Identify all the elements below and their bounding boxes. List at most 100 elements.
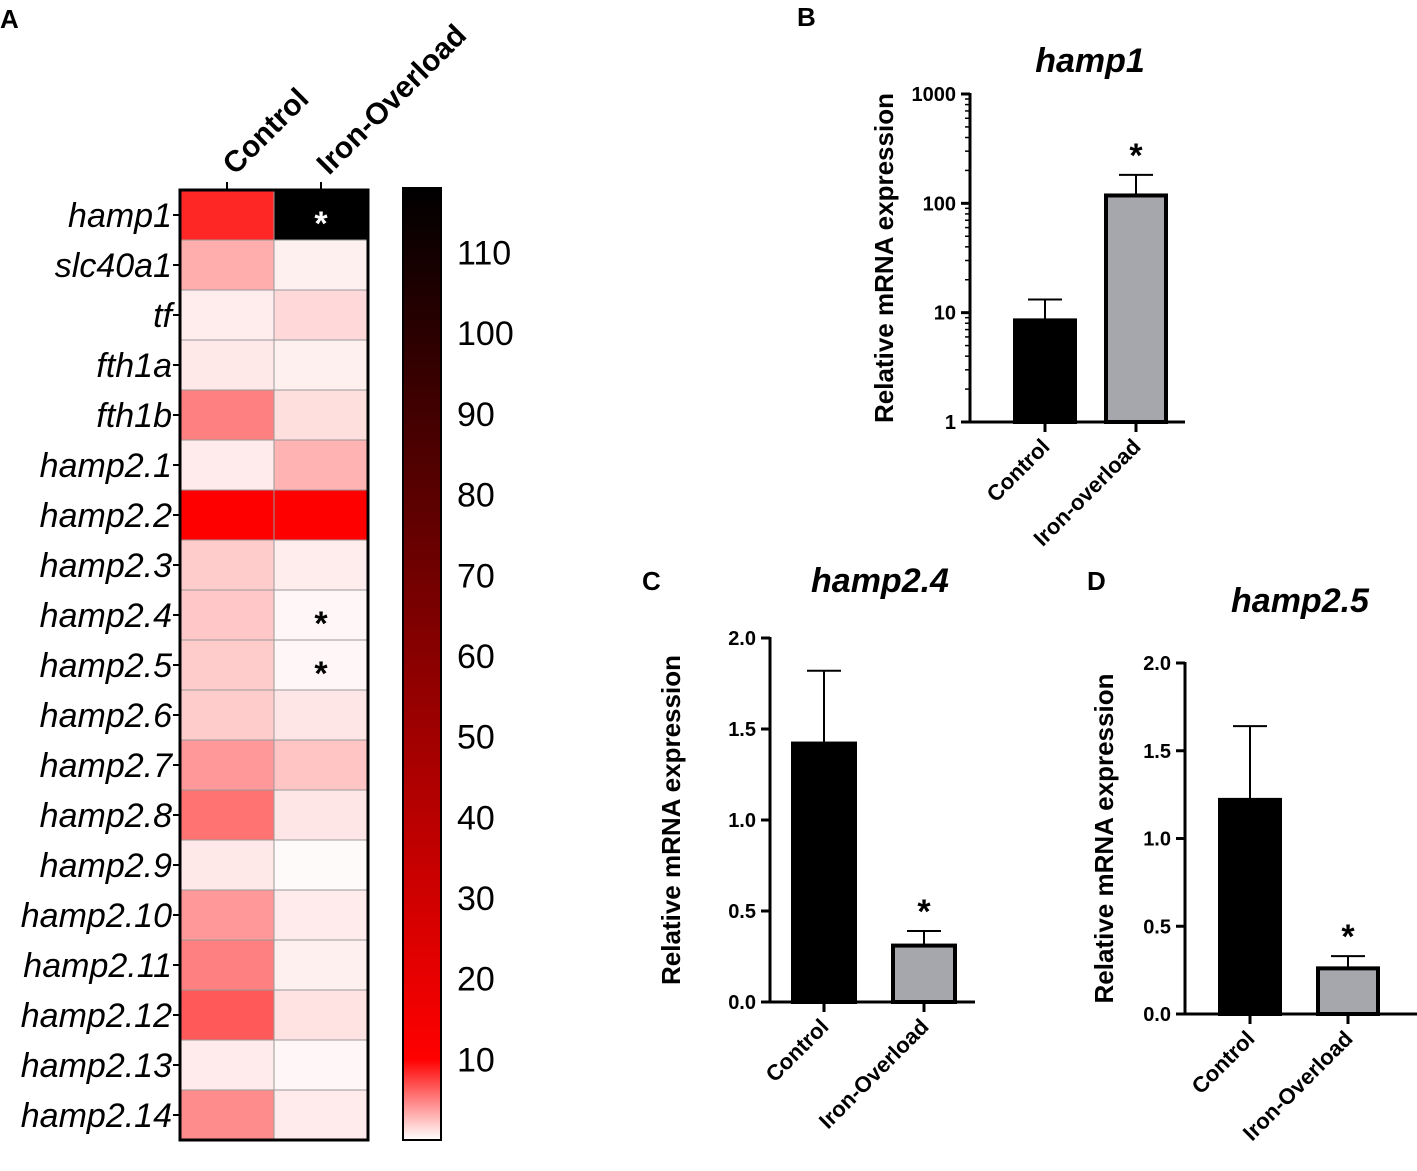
chart-title: hamp2.4 bbox=[811, 562, 949, 600]
colorbar-tick-label: 30 bbox=[457, 880, 495, 918]
y-tick-label: 2.0 bbox=[1143, 653, 1171, 675]
heatmap-row-label: hamp2.9 bbox=[40, 847, 172, 885]
heatmap-cell-hamp2-13-iron-overload bbox=[273, 1039, 369, 1091]
y-axis-label: Relative mRNA expression bbox=[1089, 674, 1119, 1004]
heatmap-cell-hamp2-3-iron-overload bbox=[273, 539, 369, 591]
significance-marker: * bbox=[1129, 137, 1143, 175]
y-tick-label: 0.5 bbox=[728, 901, 756, 923]
bar-control bbox=[1013, 318, 1077, 425]
panel-label-c: C bbox=[642, 566, 661, 596]
heatmap-row-label: hamp2.11 bbox=[23, 947, 172, 985]
heatmap-row-label: hamp2.12 bbox=[21, 997, 172, 1035]
colorbar-tick-label: 20 bbox=[457, 961, 495, 999]
heatmap-cell-hamp2-9-control bbox=[179, 839, 275, 891]
heatmap-cell-hamp2-12-control bbox=[179, 989, 275, 1041]
heatmap-cell-fth1a-iron-overload bbox=[273, 339, 369, 391]
heatmap-cell-hamp2-7-control bbox=[179, 739, 275, 791]
heatmap-cell-hamp2-8-control bbox=[179, 789, 275, 841]
heatmap-column-label: Iron-Overload bbox=[311, 19, 473, 181]
heatmap-row-label: fth1b bbox=[96, 397, 172, 435]
significance-marker: * bbox=[917, 893, 931, 931]
significance-marker: * bbox=[314, 205, 328, 243]
y-tick-label: 0.5 bbox=[1143, 916, 1171, 938]
bar-chart-panel-b: hamp1 Relative mRNA expression 1 10 100 1000 C… bbox=[869, 42, 1185, 551]
bar-iron-overload bbox=[891, 943, 957, 1005]
heatmap-cell-hamp2-5-iron-overload bbox=[273, 639, 369, 691]
y-tick-label: 1.0 bbox=[1143, 829, 1171, 851]
heatmap-cell-hamp2-2-iron-overload bbox=[273, 489, 369, 541]
chart-title: hamp1 bbox=[1035, 42, 1145, 80]
heatmap-cell-fth1b-control bbox=[179, 389, 275, 441]
heatmap-row-label: hamp2.1 bbox=[40, 447, 172, 485]
heatmap-cell-hamp2-14-control bbox=[179, 1089, 275, 1141]
x-category-label: Control bbox=[982, 434, 1055, 507]
colorbar-tick-label: 10 bbox=[457, 1041, 495, 1079]
heatmap-cell-hamp2-11-control bbox=[179, 939, 275, 991]
heatmap-colorbar: 110 100 90 80 70 60 50 40 30 20 10 bbox=[402, 187, 514, 1141]
heatmap-row-label: hamp2.13 bbox=[21, 1047, 172, 1085]
y-tick-label: 2.0 bbox=[728, 628, 756, 650]
bar-iron-overload bbox=[1104, 193, 1168, 424]
heatmap-row-label: hamp2.4 bbox=[40, 597, 172, 635]
heatmap-cell-fth1b-iron-overload bbox=[273, 389, 369, 441]
heatmap-cell-hamp2-4-iron-overload bbox=[273, 589, 369, 641]
colorbar-tick-label: 100 bbox=[457, 315, 514, 353]
heatmap-cell-hamp2-8-iron-overload bbox=[273, 789, 369, 841]
colorbar-tick-label: 50 bbox=[457, 719, 495, 757]
bar-iron-overload bbox=[1316, 966, 1380, 1016]
heatmap-cell-hamp2-9-iron-overload bbox=[273, 839, 369, 891]
heatmap-cell-hamp2-2-control bbox=[179, 489, 275, 541]
y-tick-label: 100 bbox=[923, 193, 956, 215]
panel-label-b: B bbox=[797, 2, 816, 32]
bar-control bbox=[791, 741, 857, 1004]
heatmap-cell-tf-iron-overload bbox=[273, 289, 369, 341]
bar-chart-panel-c: hamp2.4 Relative mRNA expression 0.0 0.5 1.0… bbox=[656, 562, 975, 1134]
heatmap-cell-fth1a-control bbox=[179, 339, 275, 391]
y-tick-label: 1000 bbox=[912, 84, 957, 106]
y-tick-label: 10 bbox=[934, 303, 956, 325]
heatmap-row-label: hamp2.6 bbox=[40, 697, 172, 735]
heatmap-cell-hamp2-1-iron-overload bbox=[273, 439, 369, 491]
colorbar-bar bbox=[402, 187, 442, 1141]
heatmap-cell-hamp2-1-control bbox=[179, 439, 275, 491]
heatmap-cell-hamp2-6-control bbox=[179, 689, 275, 741]
y-axis-label: Relative mRNA expression bbox=[656, 655, 686, 985]
x-category-label: Control bbox=[1187, 1026, 1260, 1099]
heatmap-row-label: tf bbox=[153, 297, 175, 335]
heatmap-row-label: hamp2.5 bbox=[40, 647, 172, 685]
y-tick-label: 1 bbox=[945, 412, 956, 434]
heatmap-cell-slc40a1-control bbox=[179, 239, 275, 291]
heatmap-cell-hamp1-control bbox=[179, 189, 275, 241]
heatmap-cell-hamp2-5-control bbox=[179, 639, 275, 691]
heatmap-row-label: hamp2.7 bbox=[40, 747, 173, 785]
heatmap-row-label: hamp2.10 bbox=[21, 897, 172, 935]
y-tick-label: 1.5 bbox=[1143, 741, 1171, 763]
y-tick-label: 1.0 bbox=[728, 810, 756, 832]
y-tick-label: 0.0 bbox=[1143, 1004, 1171, 1026]
heatmap-cell-hamp2-10-iron-overload bbox=[273, 889, 369, 941]
heatmap-border bbox=[178, 188, 370, 1142]
heatmap-cell-hamp2-7-iron-overload bbox=[273, 739, 369, 791]
heatmap-cell-hamp2-6-iron-overload bbox=[273, 689, 369, 741]
heatmap-cell-tf-control bbox=[179, 289, 275, 341]
heatmap-cell-hamp2-4-control bbox=[179, 589, 275, 641]
y-tick-label: 0.0 bbox=[728, 992, 756, 1014]
panel-label-a: A bbox=[0, 4, 19, 34]
x-category-label: Control bbox=[761, 1014, 834, 1087]
panel-label-d: D bbox=[1087, 566, 1106, 596]
y-tick-label: 1.5 bbox=[728, 719, 756, 741]
colorbar-tick-label: 60 bbox=[457, 638, 495, 676]
significance-marker: * bbox=[314, 605, 328, 643]
heatmap-cell-hamp2-3-control bbox=[179, 539, 275, 591]
significance-marker: * bbox=[314, 655, 328, 693]
heatmap-row-label: hamp2.2 bbox=[40, 497, 172, 535]
heatmap-cell-hamp2-14-iron-overload bbox=[273, 1089, 369, 1141]
colorbar-tick-label: 70 bbox=[457, 557, 495, 595]
colorbar-tick-label: 110 bbox=[457, 235, 511, 273]
colorbar-tick-label: 40 bbox=[457, 799, 495, 837]
heatmap-cell-hamp2-12-iron-overload bbox=[273, 989, 369, 1041]
significance-marker: * bbox=[1341, 918, 1355, 956]
colorbar-tick-label: 80 bbox=[457, 477, 495, 515]
chart-title: hamp2.5 bbox=[1231, 582, 1370, 620]
colorbar-tick-label: 90 bbox=[457, 396, 495, 434]
